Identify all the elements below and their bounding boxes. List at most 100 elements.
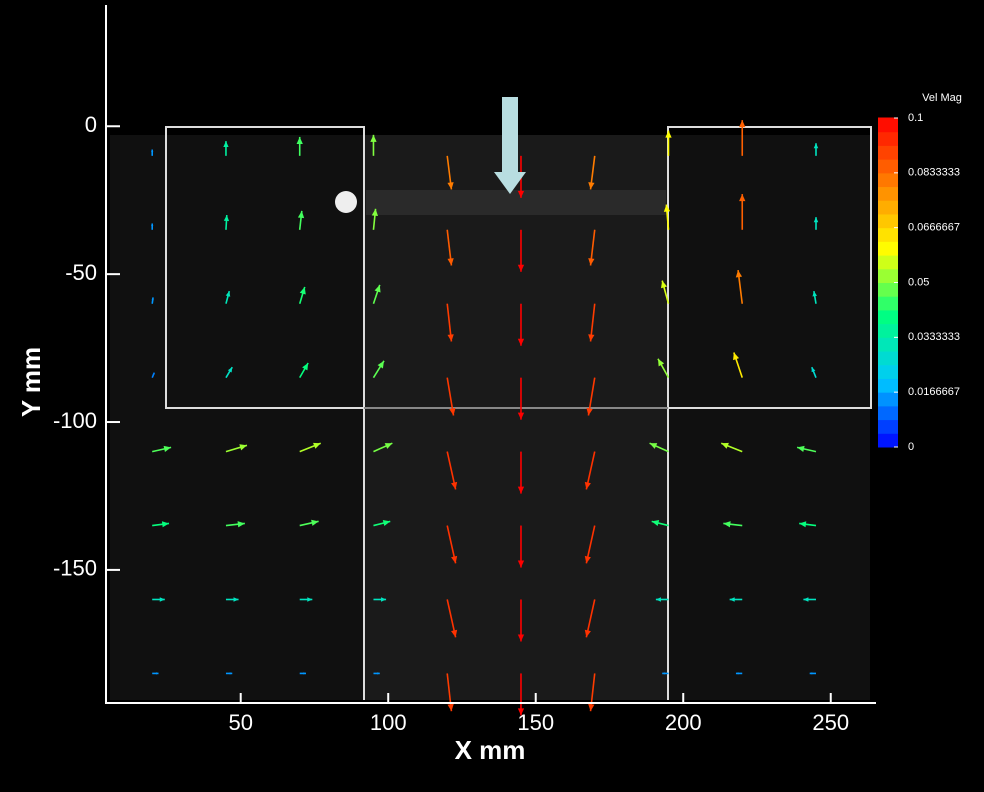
colorbar-band — [878, 254, 898, 270]
vector — [299, 519, 319, 527]
vector-head — [229, 672, 233, 675]
vector — [372, 360, 385, 379]
x-tick-label: 50 — [228, 710, 252, 735]
vector — [588, 229, 596, 266]
vector — [651, 519, 669, 527]
x-tick-label: 250 — [812, 710, 849, 735]
vector — [446, 303, 454, 342]
vector — [660, 280, 670, 304]
vector-head — [451, 555, 458, 564]
vector-head — [227, 367, 233, 373]
vector — [586, 377, 596, 416]
vector-head — [517, 412, 525, 420]
vector — [152, 445, 172, 453]
vector — [225, 366, 233, 379]
colorbar-band — [878, 391, 898, 407]
colorbar-band — [878, 323, 898, 338]
colorbar-band — [878, 117, 898, 133]
vector-head — [813, 143, 819, 149]
vector-head — [735, 672, 739, 675]
vector — [151, 223, 154, 230]
vector-head — [660, 280, 668, 289]
vector — [296, 136, 303, 156]
colorbar-band — [878, 227, 898, 242]
vector-head — [370, 134, 377, 142]
vector — [151, 297, 154, 304]
vector-head — [517, 708, 525, 716]
arrow-shaft — [502, 97, 518, 172]
vector — [151, 149, 154, 156]
colorbar-tick-label: 0.0166667 — [908, 386, 960, 398]
vector-head — [797, 445, 805, 452]
arrow-head — [494, 172, 526, 194]
vector-head — [451, 481, 458, 490]
vector-head — [739, 194, 746, 202]
vector — [735, 672, 743, 675]
colorbar-band — [878, 336, 898, 352]
colorbar-tick-label: 0.05 — [908, 276, 929, 288]
colorbar-tick-label: 0 — [908, 441, 914, 453]
vector-head — [803, 597, 809, 602]
colorbar-band — [878, 186, 898, 201]
vector — [813, 143, 819, 156]
vector-head — [657, 358, 665, 367]
vector-head — [665, 130, 672, 138]
x-axis-label: X mm — [455, 735, 526, 765]
vector-head — [223, 215, 230, 222]
vector-head — [296, 136, 303, 144]
vector — [299, 362, 309, 379]
vector-head — [447, 334, 454, 342]
vector-head — [517, 634, 525, 642]
vector — [446, 377, 456, 416]
colorbar-band — [878, 144, 898, 160]
vector-head — [663, 204, 671, 212]
photo-highlight — [335, 191, 357, 213]
vector-head — [811, 367, 816, 373]
vector-head — [225, 291, 231, 297]
vector — [151, 372, 156, 378]
vector — [517, 451, 525, 494]
vector-head — [588, 182, 595, 190]
vector — [649, 442, 669, 453]
vector — [799, 521, 817, 528]
vector-head — [588, 334, 595, 342]
vector-head — [239, 444, 247, 451]
vector — [657, 358, 670, 379]
vector — [152, 521, 170, 528]
vector-head — [813, 217, 819, 223]
photo-center — [364, 135, 668, 700]
vector — [373, 519, 391, 527]
vector — [517, 377, 525, 420]
colorbar-band — [878, 432, 898, 448]
x-tick-label: 100 — [370, 710, 407, 735]
vector-head — [374, 284, 381, 293]
vector — [371, 208, 379, 230]
vector-head — [739, 120, 746, 128]
vector — [299, 672, 307, 675]
vector — [796, 445, 817, 453]
vector-head — [161, 521, 170, 528]
vector — [588, 155, 596, 190]
vector-head — [735, 270, 743, 278]
vector — [372, 284, 381, 304]
vector-head — [721, 442, 729, 449]
vector-head — [447, 703, 454, 712]
colorbar-band — [878, 364, 898, 379]
y-axis-label: Y mm — [16, 347, 46, 417]
vector-head — [584, 555, 591, 564]
vector-head — [307, 597, 313, 602]
inflow-arrow — [494, 97, 526, 194]
vector-head — [303, 672, 307, 675]
vector — [225, 672, 233, 675]
vector — [373, 597, 387, 602]
photo-bar — [366, 190, 666, 215]
colorbar-band — [878, 213, 898, 229]
vector-head — [152, 372, 155, 376]
colorbar-band — [878, 158, 898, 174]
vector — [729, 597, 743, 602]
vector-head — [447, 182, 454, 190]
vector — [803, 597, 816, 602]
vector-head — [384, 443, 393, 449]
vector-head — [381, 597, 387, 602]
